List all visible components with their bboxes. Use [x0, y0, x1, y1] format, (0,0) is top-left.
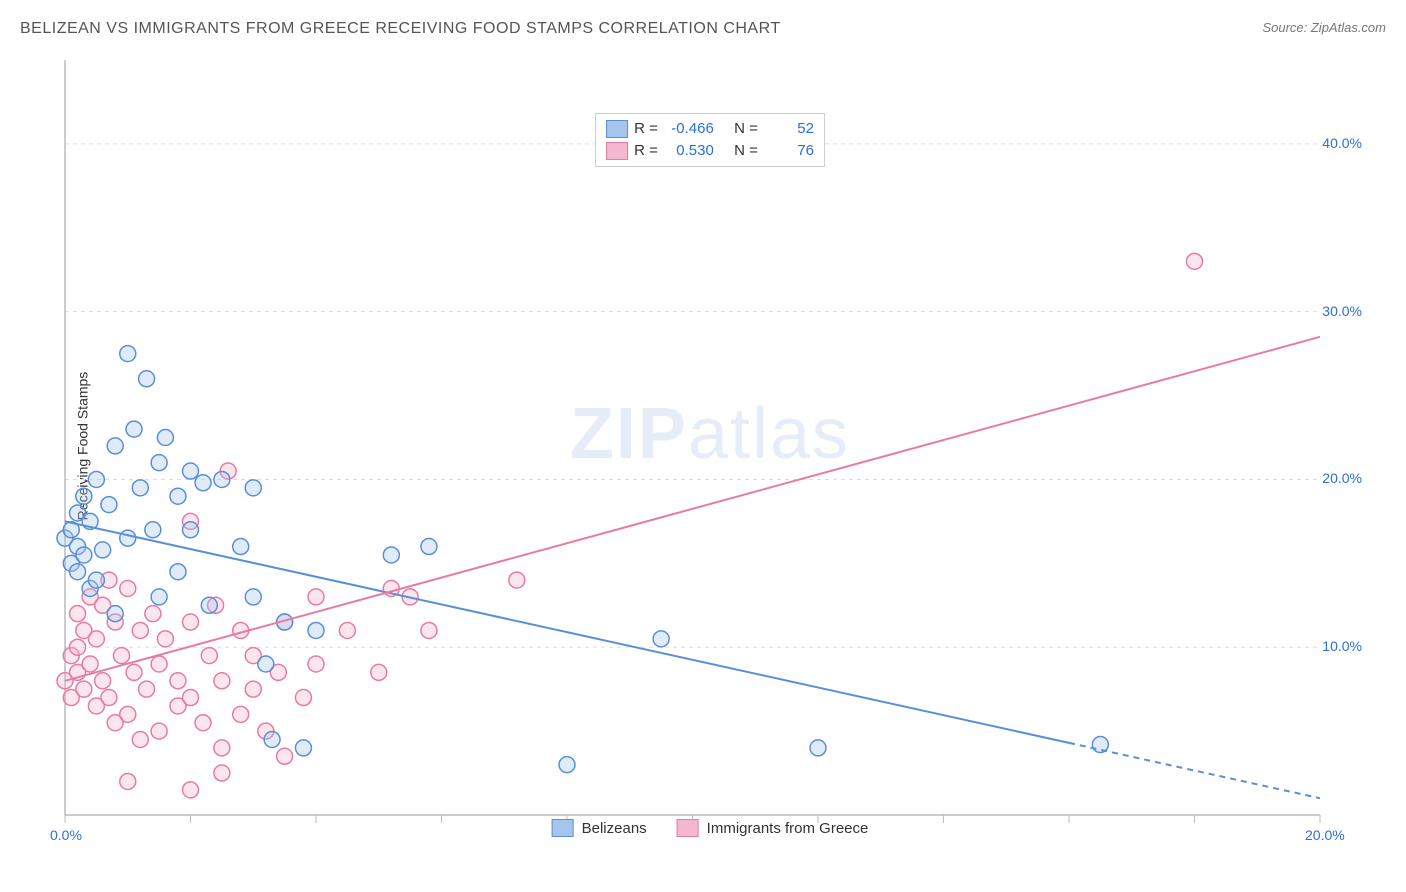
n-value-belizeans: 52: [764, 118, 814, 140]
y-tick-label: 10.0%: [1322, 638, 1362, 654]
legend-item-belizeans: Belizeans: [552, 819, 647, 837]
series-legend: Belizeans Immigrants from Greece: [552, 819, 869, 837]
legend-label-belizeans: Belizeans: [582, 820, 647, 837]
source-attribution: Source: ZipAtlas.com: [1262, 20, 1386, 35]
r-label: R =: [634, 118, 658, 140]
y-tick-label: 20.0%: [1322, 470, 1362, 486]
legend-swatch-greece: [677, 819, 699, 837]
x-tick-label: 0.0%: [50, 827, 82, 843]
correlation-stats-box: R = -0.466 N = 52 R = 0.530 N = 76: [595, 113, 825, 167]
n-label: N =: [734, 118, 758, 140]
r-value-greece: 0.530: [664, 140, 714, 162]
x-tick-label: 20.0%: [1305, 827, 1345, 843]
swatch-greece: [606, 142, 628, 160]
chart-title: BELIZEAN VS IMMIGRANTS FROM GREECE RECEI…: [20, 20, 781, 37]
source-prefix: Source:: [1262, 20, 1310, 35]
y-tick-label: 30.0%: [1322, 303, 1362, 319]
source-name: ZipAtlas.com: [1311, 20, 1386, 35]
r-label: R =: [634, 140, 658, 162]
n-label: N =: [734, 140, 758, 162]
stats-row-greece: R = 0.530 N = 76: [606, 140, 814, 162]
y-tick-label: 40.0%: [1322, 135, 1362, 151]
legend-label-greece: Immigrants from Greece: [707, 820, 869, 837]
legend-swatch-belizeans: [552, 819, 574, 837]
stats-row-belizeans: R = -0.466 N = 52: [606, 118, 814, 140]
legend-item-greece: Immigrants from Greece: [677, 819, 869, 837]
n-value-greece: 76: [764, 140, 814, 162]
chart-svg: [50, 55, 1370, 845]
chart-plot-area: ZIPatlas R = -0.466 N = 52 R = 0.530 N =…: [50, 55, 1370, 845]
r-value-belizeans: -0.466: [664, 118, 714, 140]
swatch-belizeans: [606, 120, 628, 138]
